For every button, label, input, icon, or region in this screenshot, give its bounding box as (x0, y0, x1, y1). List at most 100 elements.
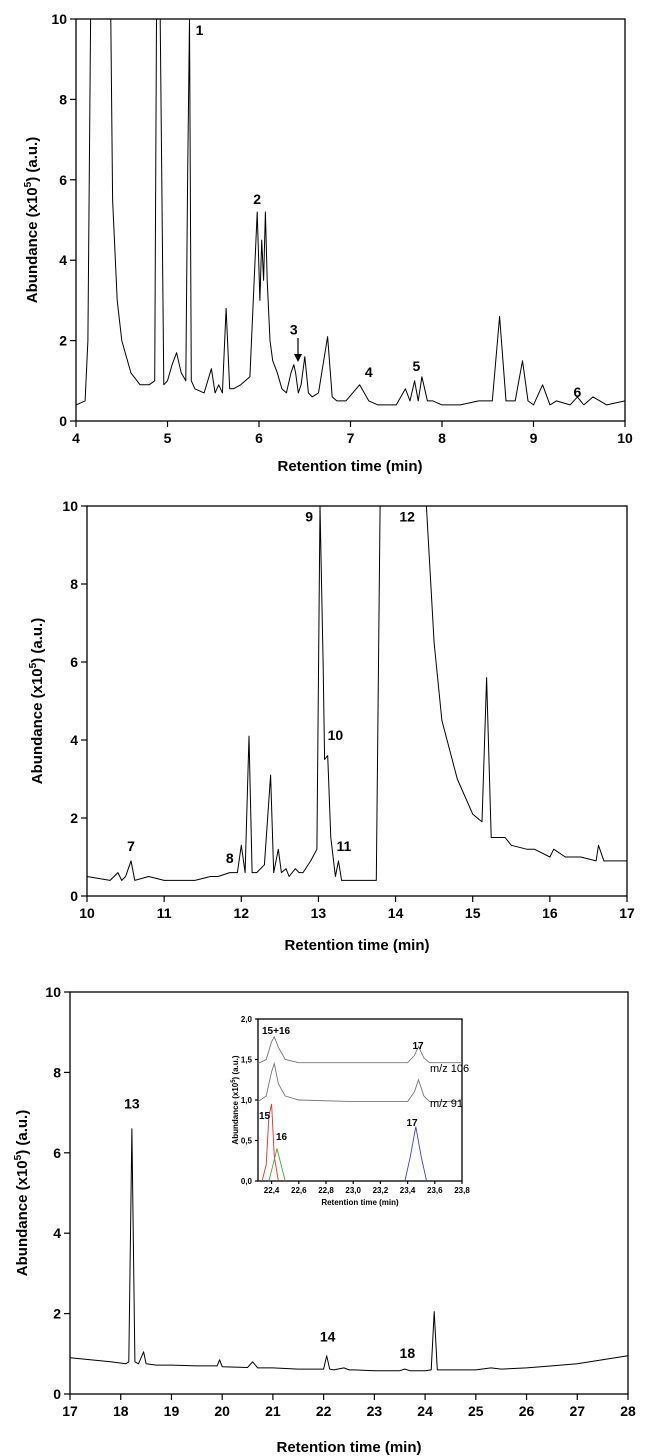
inset-trace-15 (261, 1103, 279, 1182)
inset-x-axis-label: Retention time (min) (321, 1198, 399, 1207)
chromatogram-panel-10-17-min: 10 11 12 13 14 15 16 17 0 2 4 6 8 10 7 8 9 10 11 12 Retent… (28, 498, 635, 954)
y-tick-label: 2 (70, 810, 78, 826)
x-tick-label: 23,4 (400, 1186, 416, 1195)
peak-label-6: 6 (574, 384, 582, 400)
y-tick-label: 2 (59, 333, 67, 349)
y-tick-label: 10 (51, 11, 67, 27)
y-tick-label: 0,5 (241, 1137, 253, 1146)
peak-label-9: 9 (305, 509, 313, 525)
peak-label-13: 13 (124, 1096, 140, 1112)
x-tick-label: 23,8 (454, 1186, 470, 1195)
y-tick-label: 8 (53, 1064, 61, 1080)
x-tick-label: 28 (620, 1403, 636, 1419)
x-tick-label: 4 (72, 430, 80, 446)
x-tick-label: 19 (164, 1403, 180, 1419)
x-tick-label: 18 (113, 1403, 129, 1419)
peak-label-4: 4 (365, 364, 373, 380)
y-axis-label: Abundance (x105) (a.u.) (23, 137, 41, 303)
x-tick-label: 14 (388, 905, 404, 921)
y-tick-label: 10 (45, 984, 61, 1000)
peak-3-arrow (294, 338, 302, 362)
x-tick-label: 8 (438, 430, 446, 446)
x-tick-label: 12 (233, 905, 249, 921)
peak-label-12: 12 (399, 509, 415, 525)
inset-label-15-16: 15+16 (262, 1026, 291, 1037)
y-tick-label: 2,0 (241, 1015, 253, 1024)
x-tick-label: 9 (530, 430, 538, 446)
peak-label-7: 7 (127, 838, 135, 854)
x-tick-label: 23 (367, 1403, 383, 1419)
plot-frame (75, 18, 626, 422)
x-tick-label: 23,0 (345, 1186, 361, 1195)
peak-label-1: 1 (196, 22, 204, 38)
x-tick-label: 26 (519, 1403, 535, 1419)
y-tick-label: 6 (59, 172, 67, 188)
series-trace (86, 505, 627, 881)
peak-label-11: 11 (336, 838, 351, 854)
inset-y-axis-label: Abundance (x105) (a.u.) (231, 1055, 240, 1144)
y-tick-label: 8 (59, 91, 67, 107)
y-axis-label: Abundance (x105) (a.u.) (13, 1110, 31, 1276)
y-tick-label: 4 (70, 732, 78, 748)
x-tick-label: 22,6 (291, 1186, 307, 1195)
y-tick-label: 4 (59, 252, 67, 268)
x-tick-label: 23,6 (427, 1186, 443, 1195)
inset-label-17-top: 17 (412, 1041, 424, 1052)
x-tick-label: 17 (62, 1403, 78, 1419)
y-tick-label: 6 (70, 654, 78, 670)
x-tick-label: 24 (417, 1403, 433, 1419)
peak-label-5: 5 (412, 358, 420, 374)
inset-trace-m-z-91 (257, 1061, 462, 1103)
inset-label-mz91: m/z 91 (430, 1098, 463, 1110)
x-tick-label: 17 (619, 905, 635, 921)
series-trace (75, 18, 626, 406)
y-tick-label: 4 (53, 1225, 61, 1241)
y-tick-label: 6 (53, 1145, 61, 1161)
x-tick-label: 6 (255, 430, 263, 446)
x-tick-label: 27 (569, 1403, 585, 1419)
series-trace (69, 1128, 629, 1372)
x-tick-label: 13 (311, 905, 327, 921)
y-tick-label: 1,5 (241, 1056, 253, 1065)
inset-label-17-bottom: 17 (406, 1118, 418, 1129)
inset-sim-chromatogram: 22,4 22,6 22,8 23,0 23,2 23,4 23,6 23,8 0,0 0,5 1,… (226, 1013, 470, 1209)
x-tick-label: 22,8 (318, 1186, 334, 1195)
peak-label-10: 10 (328, 727, 344, 743)
inset-label-15: 15 (259, 1111, 271, 1122)
plot-frame (69, 991, 629, 1395)
peak-label-14: 14 (320, 1329, 336, 1345)
y-tick-label: 1,0 (241, 1096, 253, 1105)
x-tick-label: 25 (468, 1403, 484, 1419)
x-tick-label: 10 (79, 905, 95, 921)
x-tick-label: 7 (347, 430, 355, 446)
inset-label-16: 16 (276, 1132, 288, 1143)
y-tick-label: 2 (53, 1306, 61, 1322)
x-axis-label: Retention time (min) (278, 458, 423, 475)
inset-trace-16 (268, 1148, 286, 1182)
x-tick-label: 10 (617, 430, 633, 446)
y-tick-label: 0 (53, 1386, 61, 1402)
x-tick-label: 15 (465, 905, 481, 921)
y-tick-label: 0,0 (241, 1177, 253, 1186)
x-tick-label: 22 (316, 1403, 332, 1419)
y-tick-label: 0 (59, 413, 67, 429)
peak-label-2: 2 (253, 191, 261, 207)
inset-trace-17 (404, 1126, 428, 1182)
peak-label-18: 18 (400, 1345, 416, 1361)
x-axis-label: Retention time (min) (277, 1439, 422, 1456)
inset-trace-m-z-106 (257, 1035, 462, 1064)
x-tick-label: 23,2 (373, 1186, 389, 1195)
inset-label-mz106: m/z 106 (430, 1063, 469, 1075)
x-tick-label: 5 (164, 430, 172, 446)
x-tick-label: 20 (214, 1403, 230, 1419)
x-tick-label: 16 (542, 905, 558, 921)
y-tick-label: 10 (62, 498, 78, 514)
y-tick-label: 8 (70, 576, 78, 592)
x-tick-label: 21 (265, 1403, 281, 1419)
x-tick-label: 22,4 (264, 1186, 280, 1195)
y-tick-label: 0 (70, 888, 78, 904)
plot-frame (86, 505, 628, 897)
